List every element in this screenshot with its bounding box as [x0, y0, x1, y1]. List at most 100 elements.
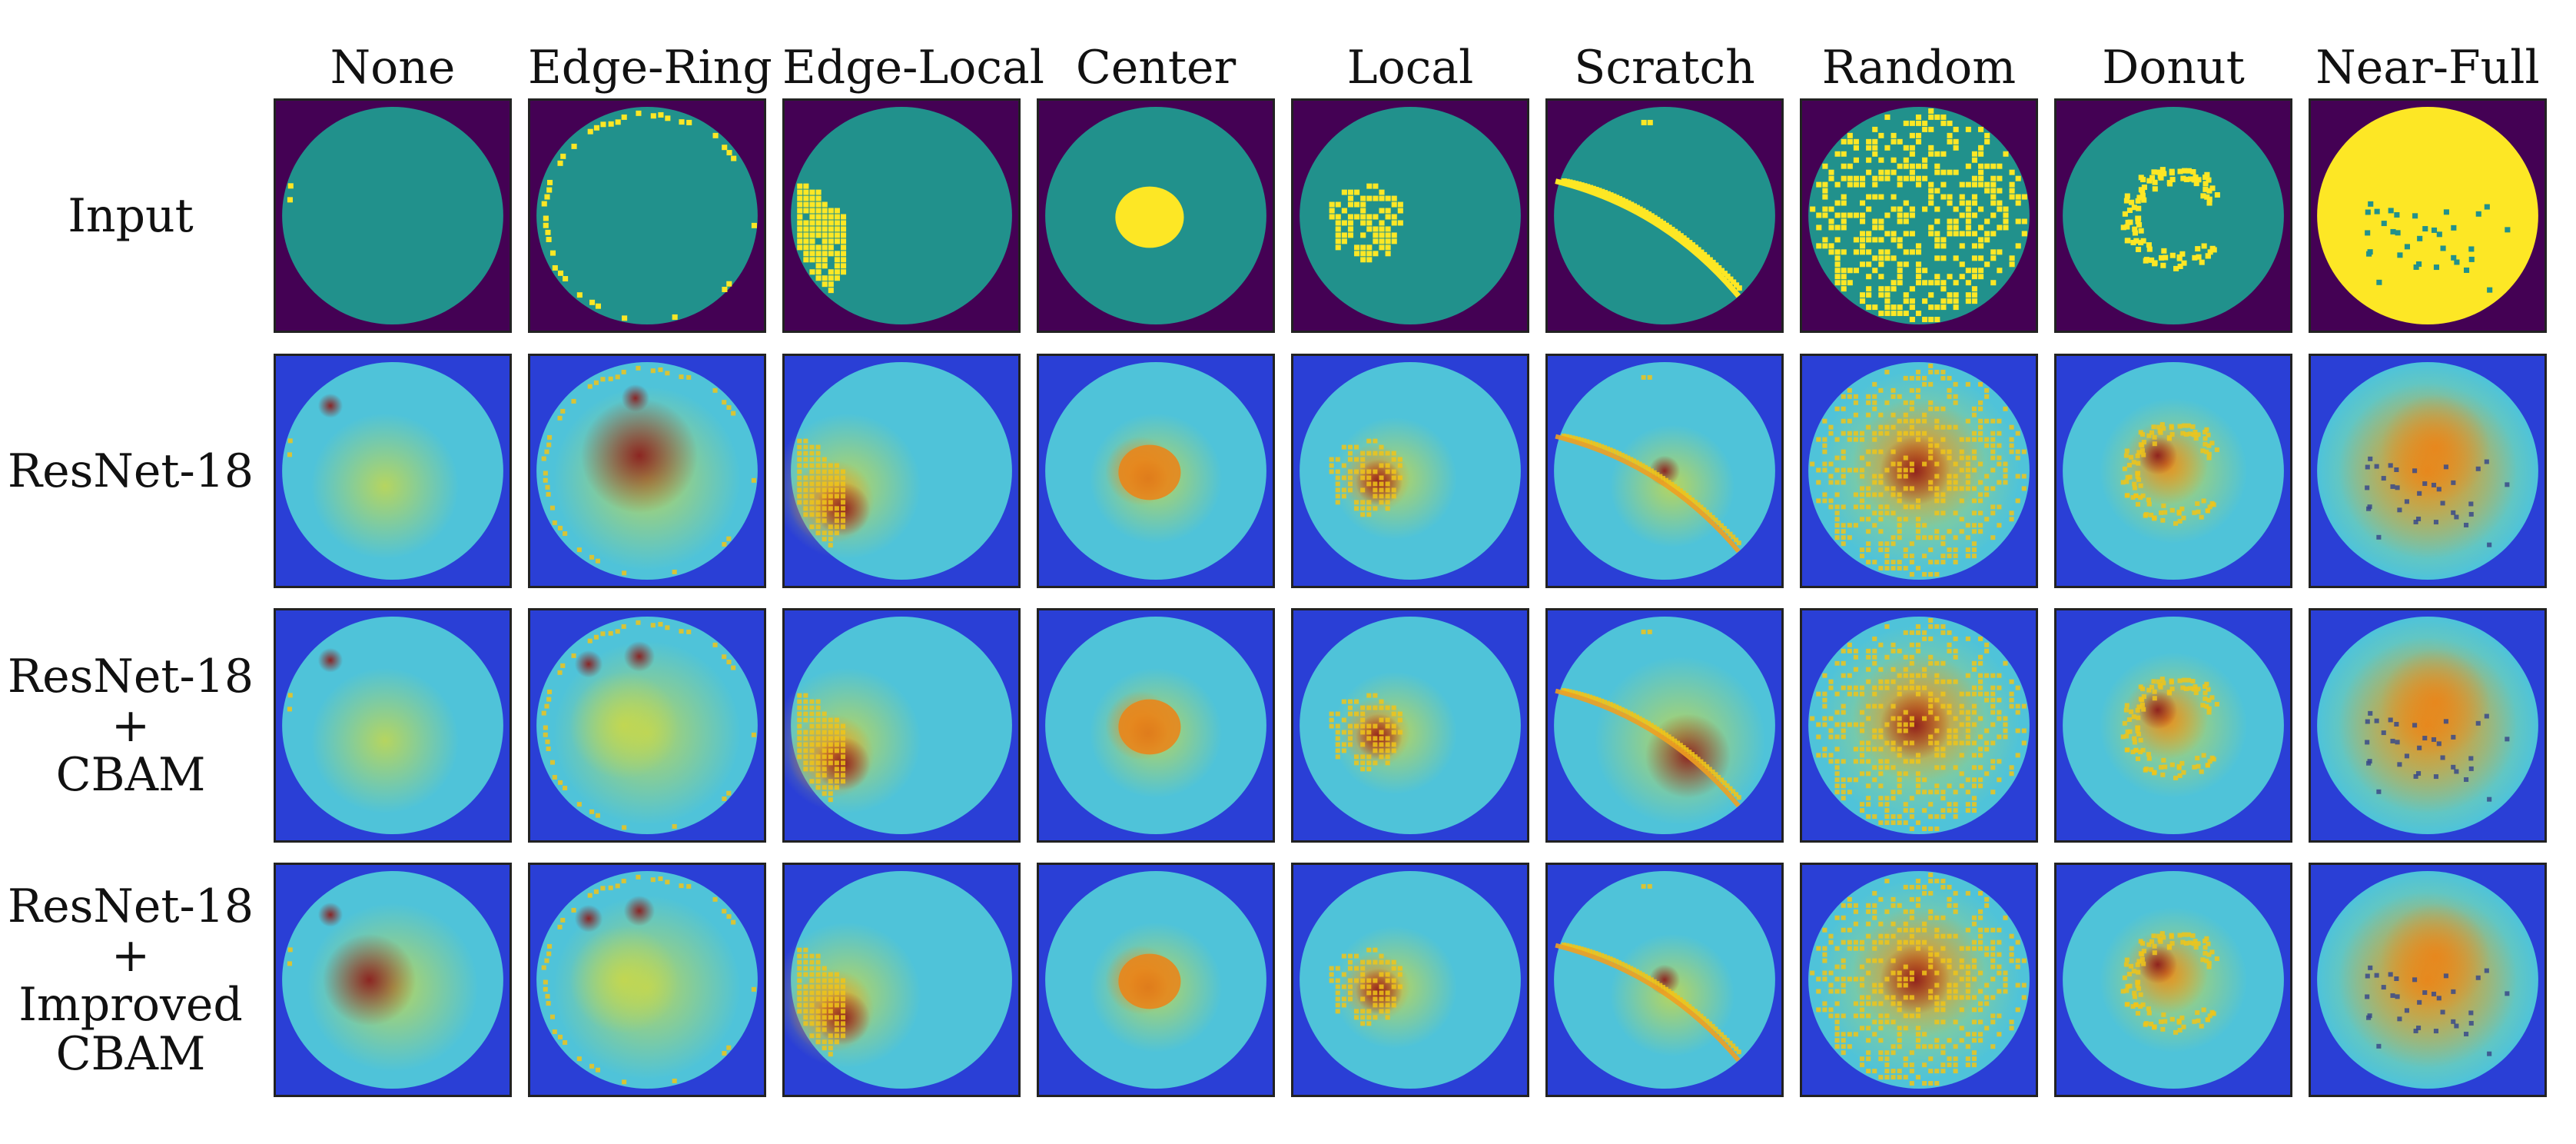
defect-pixels	[1810, 108, 2027, 323]
wafer-image	[530, 610, 764, 840]
wafer-image	[530, 865, 764, 1095]
cell-resnet18-improved-cbam-local	[1291, 863, 1529, 1097]
activation-blobs	[553, 384, 741, 571]
row-label-resnet18-cbam: ResNet-18 + CBAM	[0, 608, 261, 843]
defect-overlay	[287, 438, 293, 457]
wafer-image	[785, 101, 1018, 331]
wafer-disk	[791, 106, 1012, 325]
defect-cluster	[1115, 186, 1184, 248]
defect-pixels	[797, 183, 847, 294]
wafer-image	[1548, 356, 1781, 586]
defect-overlay	[2365, 965, 2510, 1056]
cell-input-near-full	[2309, 98, 2547, 333]
wafer-image	[1293, 610, 1527, 840]
cell-resnet18-cbam-edge-ring	[528, 608, 766, 843]
activation-blobs	[310, 647, 460, 814]
cell-input-none	[274, 98, 512, 333]
wafer-image	[2311, 865, 2544, 1095]
wafer-image	[276, 101, 510, 331]
wafer-image	[2056, 356, 2290, 586]
defect-overlay	[797, 438, 846, 548]
cell-input-scratch	[1545, 98, 1784, 333]
cell-resnet18-donut	[2054, 354, 2292, 588]
wafer-image	[2056, 101, 2290, 331]
defect-overlay	[541, 365, 756, 576]
wafer-image	[1548, 101, 1781, 331]
column-label-edge-local: Edge-Local	[782, 41, 1044, 95]
cell-resnet18-cbam-near-full	[2309, 608, 2547, 843]
wafer-image	[1802, 356, 2036, 586]
defect-overlay	[2120, 677, 2219, 780]
row-label-line: Improved	[18, 977, 243, 1032]
wafer-image	[1548, 610, 1781, 840]
row-label-line: +	[111, 698, 151, 753]
defect-overlay	[1118, 699, 1181, 755]
defect-pixels	[287, 183, 294, 203]
wafer-disk	[282, 106, 503, 325]
defect-overlay	[1329, 947, 1403, 1026]
defect-overlay	[1555, 883, 1741, 1063]
cell-resnet18-near-full	[2309, 354, 2547, 588]
wafer-image	[530, 356, 764, 586]
defect-overlay	[287, 947, 293, 966]
cell-resnet18-cbam-donut	[2054, 608, 2292, 843]
defect-overlay	[2120, 422, 2219, 526]
row-label-resnet18-improved-cbam: ResNet-18 + Improved CBAM	[0, 863, 261, 1097]
defect-overlay	[1810, 617, 2027, 832]
activation-blobs	[553, 640, 741, 826]
wafer-image	[1293, 865, 1527, 1095]
defect-pixels	[1555, 119, 1742, 298]
cell-resnet18-edge-ring	[528, 354, 766, 588]
wafer-image	[1802, 610, 2036, 840]
wafer-disk	[1300, 106, 1521, 325]
column-label-none: None	[330, 41, 456, 95]
row-label-line: +	[111, 928, 151, 983]
cell-resnet18-cbam-scratch	[1545, 608, 1784, 843]
cell-resnet18-center	[1037, 354, 1275, 588]
column-label-donut: Donut	[2102, 41, 2245, 95]
wafer-image	[2056, 865, 2290, 1095]
cell-resnet18-cbam-local	[1291, 608, 1529, 843]
wafer-image	[785, 356, 1018, 586]
wafer-image	[276, 865, 510, 1095]
cell-resnet18-scratch	[1545, 354, 1784, 588]
column-label-local: Local	[1346, 41, 1474, 95]
defect-overlay	[797, 947, 846, 1057]
defect-overlay	[2365, 710, 2510, 802]
activation-blobs	[307, 902, 479, 1072]
cell-input-random	[1800, 98, 2038, 333]
column-label-edge-ring: Edge-Ring	[528, 41, 772, 95]
row-label-input: Input	[0, 98, 261, 333]
wafer-image	[1293, 356, 1527, 586]
cell-resnet18-cbam-edge-local	[782, 608, 1021, 843]
wafer-image	[2311, 356, 2544, 586]
cell-resnet18-improved-cbam-near-full	[2309, 863, 2547, 1097]
column-label-random: Random	[1821, 41, 2017, 95]
wafer-image	[276, 356, 510, 586]
column-label-scratch: Scratch	[1574, 41, 1755, 95]
defect-overlay	[1810, 872, 2027, 1086]
wafer-image	[2056, 610, 2290, 840]
row-label-line: CBAM	[55, 1026, 206, 1081]
activation-blobs	[310, 393, 460, 560]
cell-resnet18-improved-cbam-random	[1800, 863, 2038, 1097]
defect-pixels	[2365, 201, 2511, 293]
cell-input-edge-ring	[528, 98, 766, 333]
wafer-image	[1802, 101, 2036, 331]
defect-overlay	[1810, 363, 2027, 577]
row-label-line: ResNet-18	[7, 879, 254, 933]
wafer-image	[1802, 865, 2036, 1095]
defect-overlay	[797, 693, 846, 803]
wafer-image	[1039, 356, 1273, 586]
row-label-line: ResNet-18	[7, 649, 254, 703]
column-label-near-full: Near-Full	[2315, 41, 2540, 95]
defect-overlay	[1118, 953, 1181, 1009]
cell-input-center	[1037, 98, 1275, 333]
row-label-line: Input	[68, 188, 194, 243]
cell-resnet18-cbam-none	[274, 608, 512, 843]
cell-resnet18-cbam-random	[1800, 608, 2038, 843]
row-label-line: CBAM	[55, 747, 206, 802]
defect-overlay	[287, 693, 293, 712]
cell-input-local	[1291, 98, 1529, 333]
wafer-image	[1039, 610, 1273, 840]
